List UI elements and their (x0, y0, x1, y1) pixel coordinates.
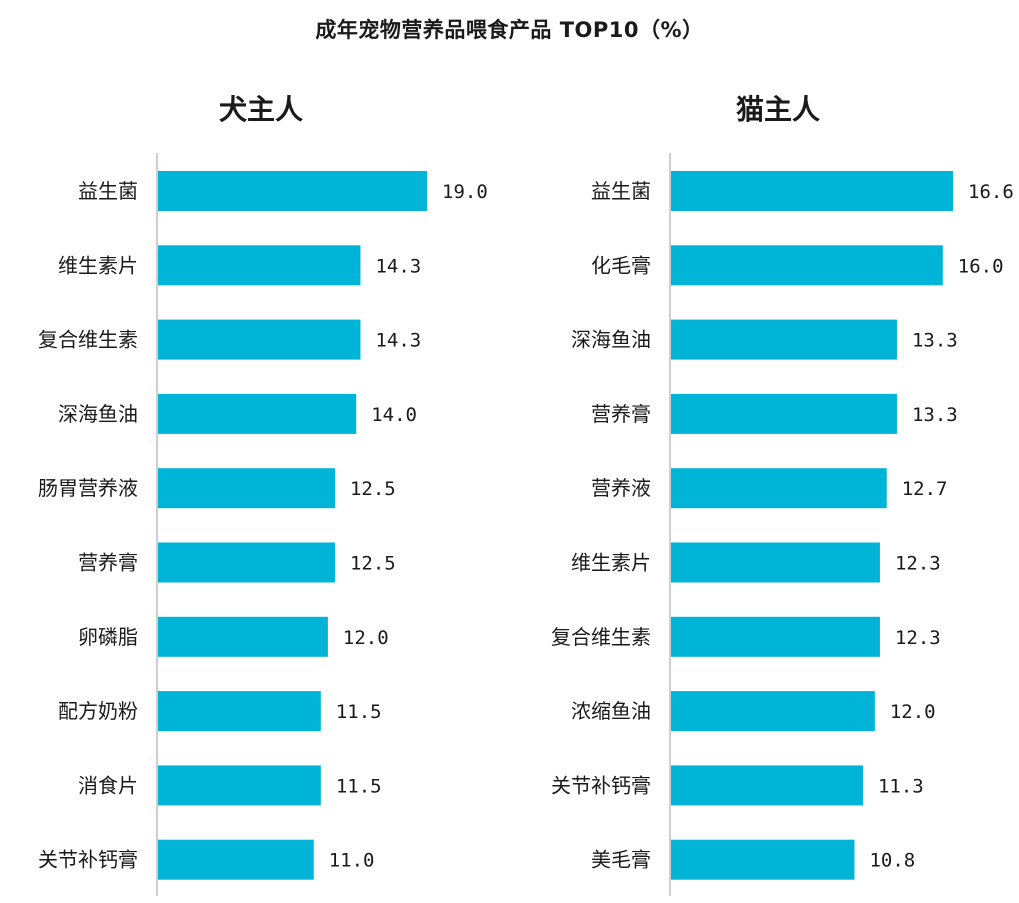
cat-value-label: 11.3 (878, 775, 924, 797)
dog-value-label: 11.5 (336, 701, 382, 723)
chart-title: 成年宠物营养品喂食产品 TOP10（%） (315, 18, 704, 42)
dog-bar (158, 393, 357, 434)
dog-value-label: 12.0 (343, 627, 389, 649)
cat-category-label: 化毛膏 (591, 253, 651, 277)
dog-bar (158, 319, 361, 360)
dog-category-label: 关节补钙膏 (38, 848, 138, 872)
dog-category-label: 消食片 (78, 773, 138, 797)
cat-category-label: 深海鱼油 (571, 328, 651, 352)
cat-value-label: 13.3 (912, 330, 958, 352)
cat-bar (671, 171, 953, 211)
dog-value-label: 14.3 (375, 255, 421, 277)
dog-bar (158, 691, 321, 732)
cat-bar (671, 691, 875, 732)
dog-panel-title: 犬主人 (218, 93, 303, 126)
dog-category-label: 卵磷脂 (78, 625, 138, 649)
dog-bar (158, 171, 427, 211)
dog-value-label: 14.0 (371, 404, 417, 426)
dog-value-label: 19.0 (442, 181, 488, 203)
cat-category-label: 维生素片 (571, 551, 651, 575)
cat-value-label: 16.6 (968, 181, 1014, 203)
dog-bar (158, 468, 335, 509)
dog-value-label: 11.5 (336, 775, 382, 797)
dog-value-label: 12.5 (350, 553, 396, 575)
dog-category-label: 维生素片 (58, 253, 138, 277)
dog-chart: 益生菌 19.0 维生素片 14.3 复合维生素 14.3 深海鱼油 14.0 肠胃营养液 12.… (38, 153, 488, 896)
cat-panel-title: 猫主人 (735, 93, 820, 126)
dog-bar (158, 765, 321, 806)
dog-value-label: 12.5 (350, 478, 396, 500)
cat-category-label: 关节补钙膏 (551, 773, 651, 797)
cat-bar (671, 245, 943, 286)
cat-category-label: 美毛膏 (591, 848, 651, 872)
dog-category-label: 配方奶粉 (58, 699, 138, 723)
cat-category-label: 复合维生素 (551, 625, 651, 649)
dog-value-label: 11.0 (329, 850, 375, 872)
dog-bar (158, 542, 335, 583)
cat-bar (671, 468, 887, 509)
cat-category-label: 营养膏 (591, 402, 651, 426)
cat-value-label: 13.3 (912, 404, 958, 426)
cat-value-label: 12.0 (890, 701, 936, 723)
cat-bar (671, 839, 855, 880)
cat-chart: 益生菌 16.6 化毛膏 16.0 深海鱼油 13.3 营养膏 13.3 营养液 12.7 维生素片… (551, 153, 1014, 896)
cat-value-label: 16.0 (958, 255, 1004, 277)
cat-category-label: 营养液 (591, 476, 651, 500)
cat-value-label: 12.3 (895, 627, 941, 649)
dog-category-label: 复合维生素 (38, 328, 138, 352)
cat-category-label: 浓缩鱼油 (571, 699, 651, 723)
dog-bar (158, 245, 361, 286)
cat-value-label: 12.3 (895, 553, 941, 575)
dog-category-label: 肠胃营养液 (38, 476, 138, 500)
dog-bar (158, 839, 314, 880)
dog-value-label: 14.3 (375, 330, 421, 352)
cat-value-label: 12.7 (902, 478, 948, 500)
dog-category-label: 深海鱼油 (58, 402, 138, 426)
cat-bar (671, 765, 863, 806)
cat-bar (671, 616, 880, 657)
cat-bar (671, 542, 880, 583)
cat-value-label: 10.8 (869, 850, 915, 872)
cat-bar (671, 393, 897, 434)
cat-category-label: 益生菌 (591, 179, 651, 203)
cat-bar (671, 319, 897, 360)
dog-category-label: 益生菌 (78, 179, 138, 203)
dog-bar (158, 616, 328, 657)
dog-category-label: 营养膏 (78, 551, 138, 575)
